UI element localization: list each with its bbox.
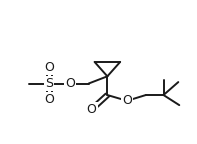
Text: O: O <box>122 94 132 107</box>
Text: O: O <box>65 77 75 90</box>
Text: S: S <box>45 77 53 90</box>
Text: O: O <box>44 93 54 106</box>
Text: O: O <box>87 103 97 116</box>
Text: O: O <box>44 61 54 74</box>
